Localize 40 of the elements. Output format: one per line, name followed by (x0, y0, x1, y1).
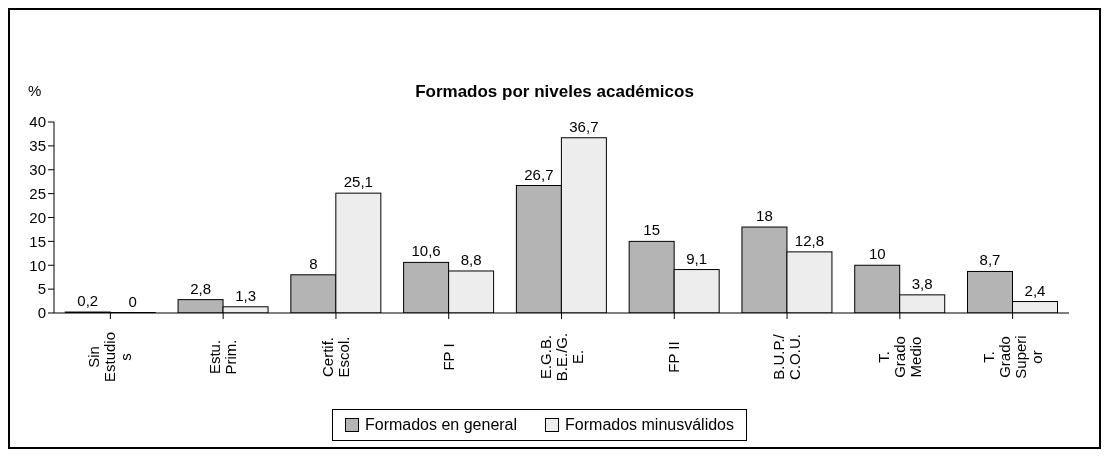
x-tick-label: Certif. Escol. (318, 336, 352, 378)
x-tick-label: Sin Estudio s (85, 331, 135, 383)
legend-label: Formados en general (364, 416, 518, 434)
data-label: 12,8 (794, 231, 825, 249)
data-label: 0,2 (77, 292, 99, 310)
data-label: 15 (643, 221, 661, 239)
data-label: 9,1 (686, 249, 708, 267)
y-tick-label: 30 (29, 161, 46, 179)
data-label: 25,1 (343, 173, 373, 191)
data-label: 2,4 (1024, 281, 1046, 299)
data-label: 8,7 (979, 251, 1001, 269)
data-label: 18 (756, 207, 773, 225)
data-label: 10 (868, 245, 886, 263)
x-tick-label: Estu. Prim. (206, 339, 240, 375)
y-axis-title: % (28, 82, 42, 99)
x-tick-label: B.U.P./ C.O.U. (770, 333, 804, 380)
y-tick-label: 20 (29, 208, 46, 226)
y-tick-label: 40 (29, 113, 46, 131)
legend-label: Formados minusválidos (565, 416, 735, 434)
x-tick-label: FP I (439, 343, 457, 371)
y-tick-label: 25 (29, 184, 46, 202)
data-label: 2,8 (190, 279, 211, 297)
data-label: 8,8 (460, 250, 482, 268)
data-label: 36,7 (569, 117, 599, 135)
chart-title: Formados por niveles académicos (415, 82, 694, 101)
data-label: 3,8 (911, 274, 933, 292)
y-tick-label: 5 (37, 280, 46, 298)
data-label: 8 (309, 254, 318, 272)
data-label: 10,6 (411, 242, 441, 260)
x-tick-label: T. Grado Superi or (979, 335, 1045, 379)
x-tick-label: T. Grado Medio (874, 336, 924, 378)
y-tick-label: 10 (29, 256, 46, 274)
x-tick-label: E.G.B. B.E./G. E. (536, 332, 586, 382)
y-tick-label: 35 (29, 137, 46, 155)
data-label: 1,3 (235, 286, 256, 304)
y-tick-label: 0 (37, 304, 46, 322)
x-tick-label: FP II (665, 341, 683, 373)
data-label: 26,7 (524, 165, 554, 183)
y-tick-label: 15 (29, 232, 46, 250)
data-label: 0 (128, 293, 137, 310)
